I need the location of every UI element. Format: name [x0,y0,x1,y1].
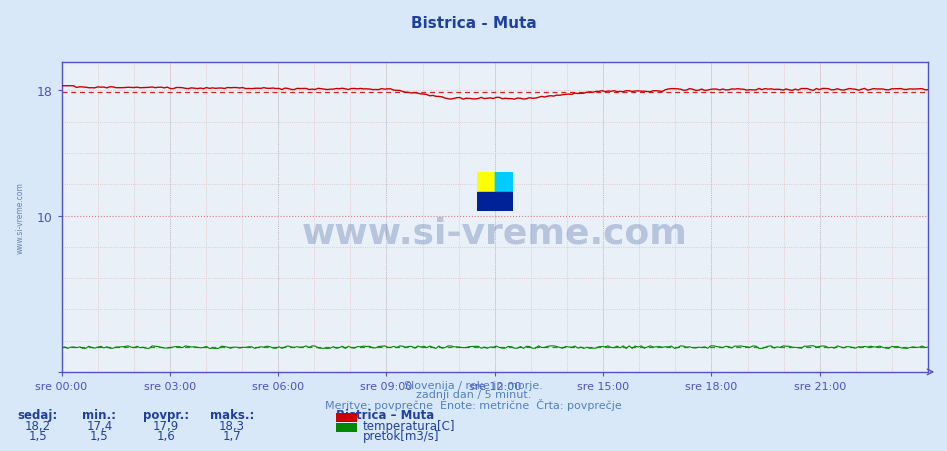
Text: maks.:: maks.: [210,408,254,421]
Text: 17,9: 17,9 [152,419,179,433]
Text: 1,5: 1,5 [28,429,47,442]
Text: 17,4: 17,4 [86,419,113,433]
Text: 18,3: 18,3 [219,419,245,433]
Text: Bistrica - Muta: Bistrica - Muta [411,16,536,31]
Text: temperatura[C]: temperatura[C] [363,419,456,433]
Bar [477,192,495,212]
Text: 1,7: 1,7 [223,429,241,442]
Text: www.si-vreme.com: www.si-vreme.com [15,182,25,253]
Bar [495,173,513,192]
Text: Slovenija / reke in morje.: Slovenija / reke in morje. [404,380,543,390]
Text: Meritve: povprečne  Enote: metrične  Črta: povprečje: Meritve: povprečne Enote: metrične Črta:… [325,398,622,410]
Text: min.:: min.: [82,408,116,421]
Text: zadnji dan / 5 minut.: zadnji dan / 5 minut. [416,389,531,399]
Text: 18,2: 18,2 [25,419,51,433]
Text: Bistrica – Muta: Bistrica – Muta [336,408,435,421]
Polygon shape [495,173,513,192]
Text: 1,5: 1,5 [90,429,109,442]
Text: sedaj:: sedaj: [18,408,58,421]
Bar [477,173,495,192]
Text: pretok[m3/s]: pretok[m3/s] [363,429,439,442]
Text: povpr.:: povpr.: [143,408,188,421]
Polygon shape [495,192,513,212]
Text: www.si-vreme.com: www.si-vreme.com [302,216,688,250]
Bar [495,192,513,212]
Text: 1,6: 1,6 [156,429,175,442]
